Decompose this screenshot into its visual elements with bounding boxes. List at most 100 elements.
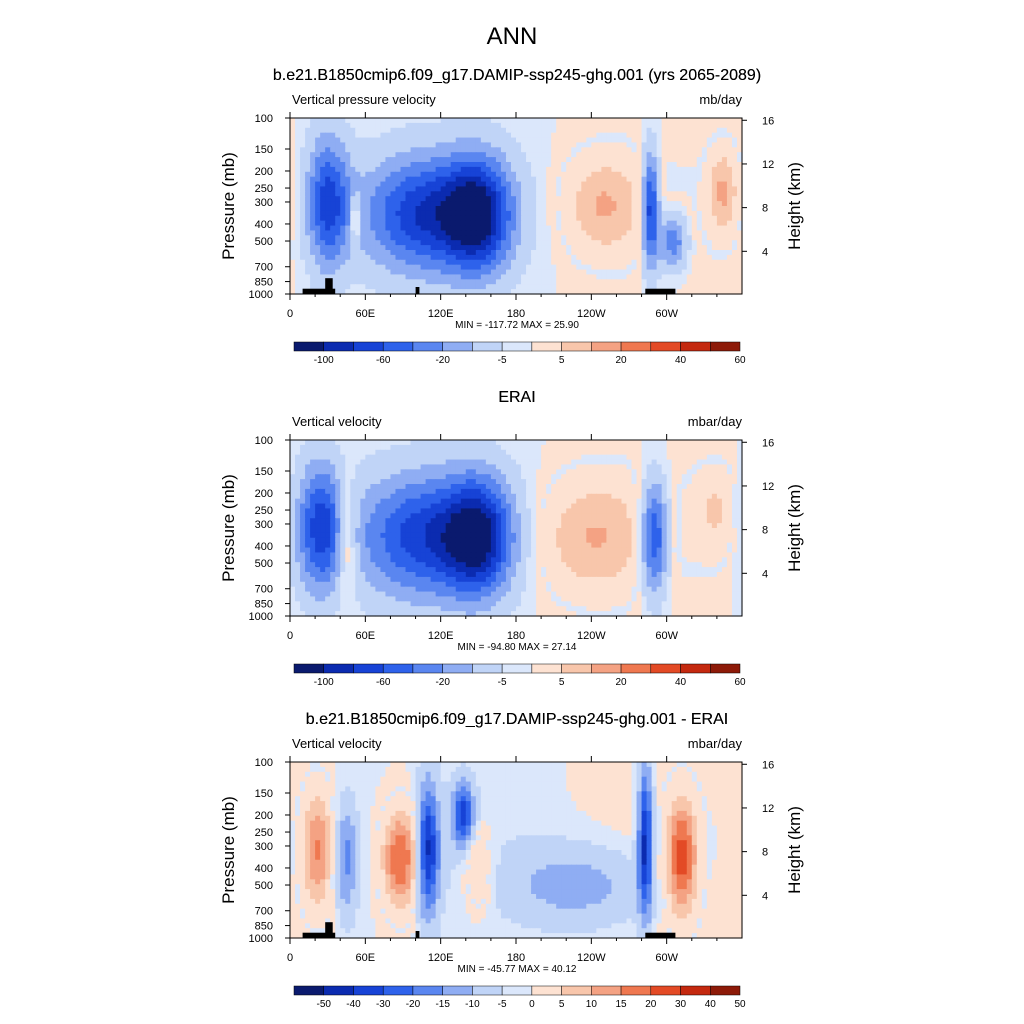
heatmap-cell (500, 259, 507, 266)
heatmap-cell (310, 518, 316, 524)
heatmap-cell (641, 127, 648, 134)
heatmap-cell (721, 264, 728, 271)
heatmap-cell (516, 444, 522, 451)
heatmap-cell (521, 479, 527, 485)
heatmap-cell (445, 464, 452, 470)
heatmap-cell (601, 230, 607, 236)
heatmap-cell (551, 171, 557, 178)
heatmap-cell (546, 279, 552, 285)
heatmap-cell (701, 191, 708, 197)
heatmap-cell (656, 181, 663, 188)
heatmap-cell (571, 523, 577, 529)
heatmap-cell (621, 250, 628, 256)
heatmap-cell (415, 137, 422, 144)
heatmap-cell (465, 132, 472, 139)
heatmap-cell (455, 449, 462, 456)
heatmap-cell (375, 210, 381, 217)
heatmap-cell (375, 523, 381, 529)
heatmap-cell (480, 171, 487, 178)
heatmap-cell (521, 245, 527, 251)
heatmap-cell (485, 157, 492, 163)
heatmap-cell (656, 484, 663, 490)
heatmap-cell (480, 142, 487, 148)
heatmap-cell (656, 513, 663, 519)
heatmap-cell (480, 493, 487, 500)
heatmap-cell (480, 206, 487, 212)
heatmap-cell (325, 176, 331, 183)
heatmap-cell (425, 269, 432, 276)
heatmap-cell (571, 250, 577, 256)
heatmap-cell (300, 186, 306, 192)
heatmap-cell (430, 440, 437, 446)
heatmap-cell (666, 464, 673, 470)
heatmap-cell (465, 215, 472, 222)
heatmap-cell (636, 513, 643, 519)
heatmap-cell (656, 142, 663, 148)
heatmap-cell (691, 440, 698, 446)
heatmap-cell (430, 245, 437, 251)
heatmap-cell (440, 269, 447, 276)
heatmap-cell (405, 230, 412, 236)
heatmap-cell (335, 474, 341, 480)
heatmap-cell (736, 191, 743, 197)
heatmap-cell (676, 264, 683, 271)
heatmap-cell (405, 215, 412, 222)
heatmap-cell (460, 235, 467, 241)
heatmap-cell (596, 444, 602, 451)
heatmap-cell (691, 454, 698, 461)
heatmap-cell (420, 220, 427, 227)
heatmap-cell (621, 513, 628, 519)
heatmap-cell (460, 269, 467, 276)
heatmap-cell (576, 279, 582, 285)
heatmap-cell (721, 459, 728, 466)
heatmap-cell (586, 254, 592, 261)
heatmap-cell (420, 132, 427, 139)
heatmap-cell (616, 240, 623, 246)
heatmap-cell (470, 186, 477, 192)
heatmap-cell (711, 269, 718, 276)
heatmap-cell (385, 284, 392, 290)
heatmap-cell (581, 191, 587, 197)
heatmap-cell (390, 259, 397, 266)
heatmap-cell (521, 220, 527, 227)
heatmap-cell (716, 444, 723, 451)
heatmap-cell (435, 142, 442, 148)
heatmap-cell (596, 186, 602, 192)
heatmap-cell (480, 264, 487, 271)
heatmap-cell (731, 440, 738, 446)
heatmap-cell (330, 484, 336, 490)
heatmap-cell (410, 508, 417, 514)
heatmap-cell (325, 118, 331, 124)
heatmap-cell (731, 479, 738, 485)
heatmap-cell (716, 166, 723, 173)
heatmap-cell (375, 235, 381, 241)
heatmap-cell (430, 122, 437, 129)
heatmap-cell (641, 513, 648, 519)
heatmap-cell (305, 284, 311, 290)
heatmap-cell (340, 493, 346, 500)
heatmap-cell (510, 454, 517, 461)
heatmap-cell (621, 191, 628, 197)
heatmap-cell (380, 132, 387, 139)
heatmap-cell (360, 464, 366, 470)
heatmap-cell (636, 176, 643, 183)
heatmap-cell (551, 206, 557, 212)
heatmap-cell (561, 454, 567, 461)
heatmap-cell (390, 269, 397, 276)
heatmap-cell (475, 259, 482, 266)
heatmap-cell (546, 479, 552, 485)
heatmap-cell (380, 440, 387, 446)
heatmap-cell (315, 464, 321, 470)
heatmap-cell (711, 518, 718, 524)
heatmap-cell (566, 201, 572, 207)
heatmap-cell (561, 220, 567, 227)
heatmap-cell (606, 454, 613, 461)
heatmap-cell (611, 181, 618, 188)
heatmap-cell (546, 264, 552, 271)
heatmap-cell (526, 240, 532, 246)
heatmap-cell (686, 488, 693, 495)
heatmap-cell (485, 444, 492, 451)
heatmap-cell (325, 274, 331, 280)
heatmap-cell (591, 127, 597, 134)
heatmap-cell (626, 235, 633, 241)
